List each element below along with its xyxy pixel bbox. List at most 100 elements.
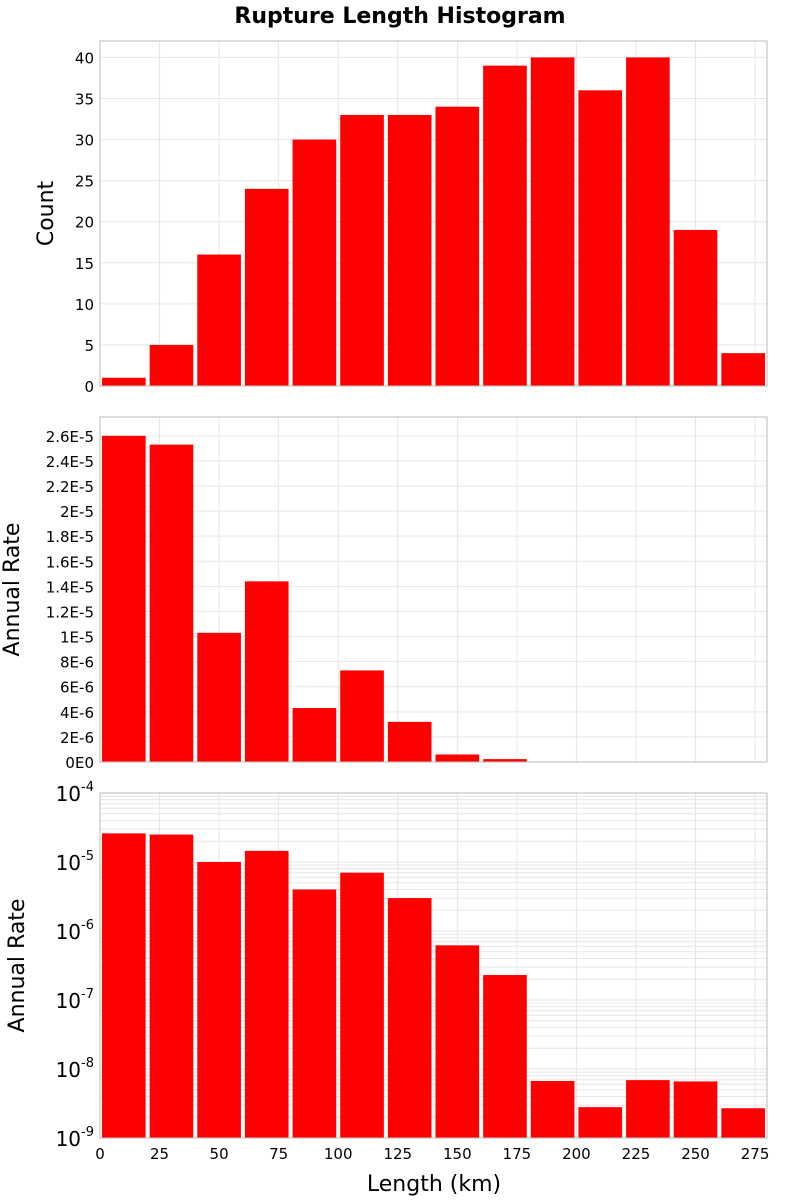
bars [102,833,765,1138]
x-tick-label: 25 [150,1145,169,1163]
x-tick-label: 0 [95,1145,105,1163]
bar [387,114,432,386]
y-tick-label: 1.2E-5 [46,603,94,621]
bar [578,1107,623,1138]
x-tick-label: 100 [324,1145,353,1163]
chart-title: Rupture Length Histogram [234,4,565,29]
bar [102,377,146,386]
y-tick-labels: 10-910-810-710-610-510-4 [56,780,94,1151]
tick-base: 10 [56,1127,81,1151]
bar [102,435,146,762]
tick-base: 10 [56,920,81,944]
bar [244,581,289,762]
y-tick-label: 4E-6 [60,704,94,722]
tick-exponent: -9 [81,1125,94,1140]
y-tick-labels: 0 5 10 15 20 25 30 35 40 [75,49,94,396]
bar [197,862,241,1138]
y-tick-label: 0E0 [65,754,94,772]
y-tick-label: 30 [75,132,94,150]
x-tick-label: 250 [681,1145,710,1163]
x-tick-label: 50 [210,1145,229,1163]
y-tick-label: 2.4E-5 [46,453,94,471]
y-tick-label: 10-9 [56,1125,94,1151]
bar [340,872,384,1138]
y-tick-label: 10-8 [56,1056,94,1082]
y-tick-label: 20 [75,214,94,232]
y-tick-label: 35 [75,91,94,109]
tick-base: 10 [56,1058,81,1082]
bars [102,435,765,762]
tick-exponent: -8 [81,1056,94,1071]
panel-2: 0E0 2E-6 4E-6 6E-6 8E-6 1E-5 1.2E-5 1.4E-5 1.6E-… [0,416,768,772]
x-tick-label: 275 [741,1145,770,1163]
bar [197,254,241,386]
bar [483,65,527,387]
y-tick-label: 25 [75,173,94,191]
bar [102,833,146,1138]
bar [578,90,623,387]
bar [626,57,670,387]
x-tick-label: 225 [622,1145,651,1163]
tick-exponent: -7 [81,987,94,1002]
y-tick-label: 1.8E-5 [46,528,94,546]
bar [244,188,289,386]
bar [387,898,432,1138]
y-tick-label: 15 [75,255,94,273]
tick-base: 10 [56,782,81,806]
bar [483,975,527,1138]
x-tick-label: 75 [269,1145,288,1163]
x-tick-label: 175 [503,1145,532,1163]
x-tick-label: 150 [443,1145,472,1163]
y-tick-label: 2E-5 [60,503,94,521]
bar [483,759,527,762]
plot-frame [99,792,768,1139]
bar [435,106,480,386]
y-tick-label: 10-7 [56,987,94,1013]
y-tick-label: 10-6 [56,918,94,944]
tick-exponent: -6 [81,918,94,933]
panel-1: 0 5 10 15 20 25 30 35 40 Count [34,40,768,396]
tick-base: 10 [56,989,81,1013]
x-tick-label: 125 [383,1145,412,1163]
bars [102,57,765,387]
tick-exponent: -5 [81,849,94,864]
bar [673,229,718,386]
y-tick-label: 2.2E-5 [46,478,94,496]
x-tick-labels: 0 25 50 75 100 125 150 175 200 225 250 275 [95,1145,769,1163]
bar [149,834,194,1138]
y-tick-label: 1.6E-5 [46,553,94,571]
y-tick-label: 1E-5 [60,629,94,647]
y-tick-label: 2E-6 [60,729,94,747]
bar [626,1080,670,1138]
bar [530,57,575,387]
plot-frame [99,40,768,387]
y-axis-title: Count [34,180,59,246]
bar [435,945,480,1138]
y-tick-label: 0 [84,378,94,396]
x-tick-label: 200 [562,1145,591,1163]
y-tick-labels: 0E0 2E-6 4E-6 6E-6 8E-6 1E-5 1.2E-5 1.4E-5 1.6E-… [46,428,94,772]
tick-base: 10 [56,851,81,875]
bar [340,670,384,762]
bar [673,1081,718,1138]
y-tick-label: 1.4E-5 [46,578,94,596]
bar [197,632,241,762]
bar [721,1108,765,1138]
y-tick-label: 8E-6 [60,654,94,672]
y-tick-label: 40 [75,49,94,67]
y-axis-title: Annual Rate [5,899,30,1033]
bar [292,139,337,386]
bar [387,721,432,762]
y-tick-label: 2.6E-5 [46,428,94,446]
y-tick-label: 6E-6 [60,679,94,697]
panels-layer: 0 5 10 15 20 25 30 35 40 Count 0E0 2E-6 4E-6 6E-6 8E-6… [0,40,769,1163]
bar [340,114,384,386]
bar [149,344,194,386]
y-tick-label: 10-5 [56,849,94,875]
plot-frame [99,416,768,763]
bar [721,353,765,386]
bar [149,444,194,762]
y-axis-title: Annual Rate [0,523,25,657]
